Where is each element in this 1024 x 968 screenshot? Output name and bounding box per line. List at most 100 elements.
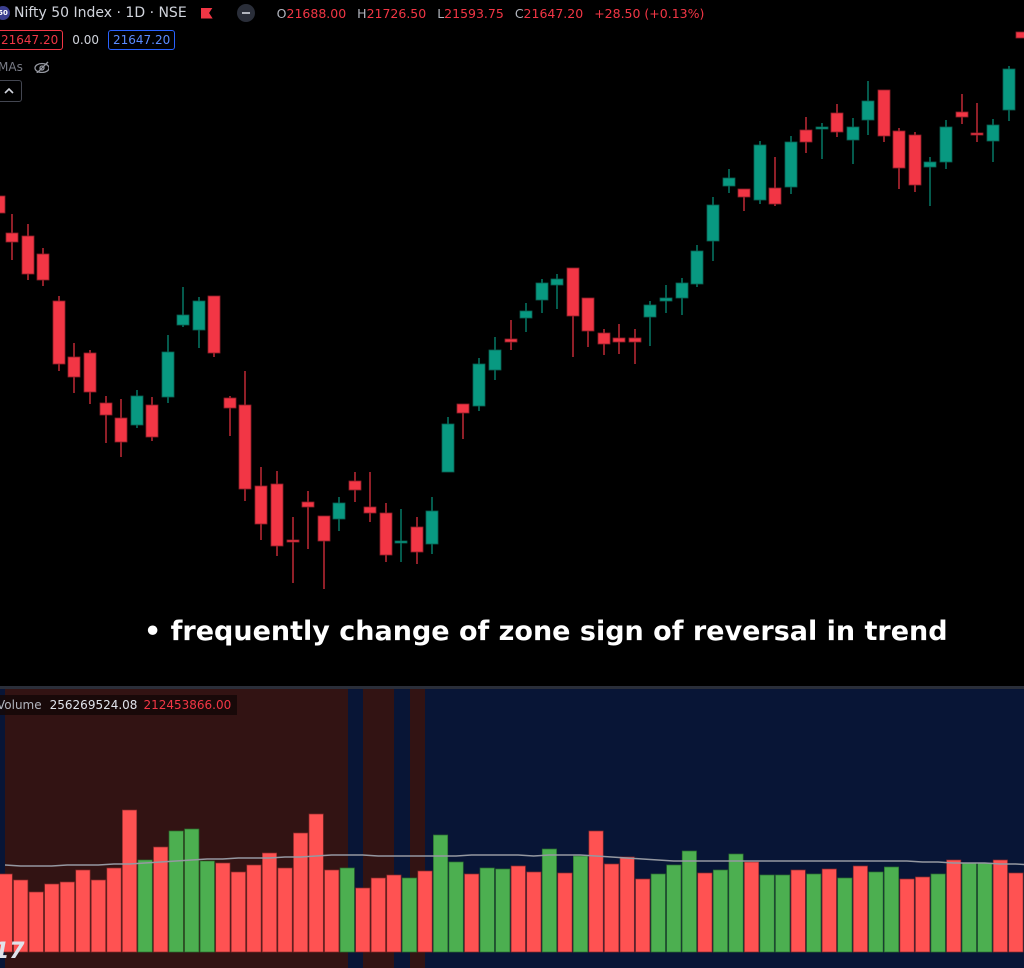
pane-divider[interactable] [0,686,1024,689]
candle [986,119,1000,162]
candle [690,245,704,287]
volume-bar [246,864,262,953]
sell-price-button[interactable]: 21647.20 [0,30,64,50]
volume-bar [635,878,651,953]
volume-bar [526,871,542,953]
volume-bar [75,869,91,953]
candle [1015,31,1024,39]
volume-bar [775,874,791,953]
candle [597,329,611,355]
volume-bar [681,850,697,953]
symbol-legend: 50 Nifty 50 Index · 1D · NSE O21688.00 H… [0,3,711,23]
minimize-button[interactable] [236,4,255,22]
change-value: +28.50 (+0.13%) [594,5,705,21]
candle [970,103,984,142]
volume-bar [122,809,138,953]
candle [223,396,237,436]
volume-bar [712,869,728,953]
hidden-eye-icon[interactable] [33,61,49,73]
volume-bar [184,828,200,953]
volume-label[interactable]: Volume [0,698,42,712]
candle [737,188,751,211]
volume-bar [339,867,355,953]
chevron-up-icon [4,88,14,94]
candle [753,141,767,204]
candle [145,397,159,441]
candle [394,509,408,562]
minus-icon [241,12,250,14]
volume-bar [619,856,635,953]
candle [535,279,549,313]
volume-bar [557,872,573,953]
volume-ma-value: 212453866.00 [143,698,232,712]
candle [363,472,377,522]
bid-ask-row: 21647.20 0.00 21647.20 [0,29,176,51]
volume-bar [806,873,822,953]
indicator-legend-mas: MAs [0,58,49,76]
volume-bar [479,867,495,953]
candle [348,472,362,502]
candle [923,157,937,206]
volume-bar [433,834,449,953]
volume-bar [946,859,962,953]
volume-bar [386,874,402,953]
indicator-label[interactable]: MAs [0,60,23,74]
volume-histogram [0,809,1024,953]
volume-bar [837,877,853,953]
candle [130,390,144,428]
volume-bar [759,874,775,953]
volume-bar [868,871,884,953]
candle [659,285,673,313]
volume-bar [448,861,464,953]
symbol-title[interactable]: Nifty 50 Index · 1D · NSE [14,5,187,21]
candle [238,371,252,501]
flag-icon[interactable] [200,7,213,19]
volume-bar [262,852,278,953]
volume-bar [495,868,511,953]
volume-value: 256269524.08 [49,698,138,712]
volume-bar [308,813,324,953]
candle [21,224,35,280]
volume-bar [215,862,231,953]
volume-bar [0,873,13,953]
volume-bar [153,846,169,953]
candle [410,517,424,564]
candle [815,123,829,159]
bull-zone [0,689,5,968]
volume-bar [370,877,386,953]
candle [550,274,564,309]
buy-price-button[interactable]: 21647.20 [107,30,176,50]
tradingview-logo[interactable]: 17 [0,939,25,964]
ohlc-values: O21688.00 H21726.50 L21593.75 C21647.20 … [277,6,712,21]
candle [472,358,486,411]
open-value: 21688.00 [286,5,347,21]
annotation-caption: • frequently change of zone sign of reve… [144,616,948,647]
candle [612,324,626,354]
collapse-legend-button[interactable] [0,80,22,102]
candle [67,343,81,393]
volume-bar [650,873,666,953]
candle [722,169,736,193]
volume-bar [417,870,433,953]
candle [784,136,798,194]
volume-bar [852,865,868,953]
volume-bar [90,879,106,953]
close-label: C [514,5,524,21]
volume-bar [899,878,915,953]
volume-bar [728,853,744,953]
price-chart-pane[interactable]: 50 Nifty 50 Index · 1D · NSE O21688.00 H… [0,0,1024,686]
candle [36,248,50,286]
volume-bar [572,855,588,953]
spread-value: 0.00 [72,33,99,47]
low-value: 21593.75 [444,5,504,21]
close-value: 21647.20 [523,5,584,21]
candle [799,117,813,153]
candle [161,335,175,403]
volume-legend: Volume 256269524.08 212453866.00 [0,695,238,715]
candle [456,403,470,439]
candle [706,197,720,261]
volume-pane[interactable]: Volume 256269524.08 212453866.00 17 [0,689,1024,968]
candle [675,278,689,315]
volume-bar [464,873,480,953]
volume-bar [744,861,760,953]
